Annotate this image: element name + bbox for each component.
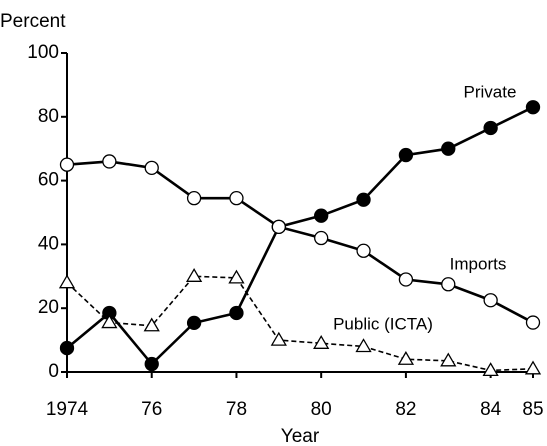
- series-label: Imports: [450, 254, 507, 273]
- y-tick-label: 80: [38, 106, 59, 127]
- point: [483, 293, 498, 308]
- point: [314, 230, 329, 246]
- x-tick-label: 80: [311, 399, 332, 420]
- point: [524, 360, 542, 375]
- series-line: [66, 275, 534, 372]
- y-tick-label: 100: [27, 42, 59, 63]
- point: [270, 331, 287, 346]
- y-tick-label: 40: [38, 233, 59, 254]
- point: [59, 340, 75, 356]
- series-label: Private: [464, 82, 517, 101]
- point: [314, 208, 329, 223]
- x-tick-label: 1974: [46, 399, 89, 420]
- point: [398, 147, 414, 163]
- point: [398, 272, 414, 287]
- y-tick-label: 20: [38, 297, 59, 318]
- point: [483, 120, 498, 136]
- point: [102, 154, 117, 169]
- series-label: Public (ICTA): [333, 314, 433, 333]
- point: [59, 157, 75, 172]
- point: [355, 338, 372, 353]
- point: [271, 219, 286, 235]
- point: [143, 317, 160, 332]
- x-tick-label: 85: [522, 399, 543, 420]
- point: [525, 100, 541, 115]
- x-axis-title: Year: [281, 426, 320, 446]
- point: [144, 160, 159, 175]
- point: [356, 192, 371, 207]
- y-tick-label: 60: [38, 170, 59, 191]
- series-line: [66, 160, 534, 324]
- point: [144, 356, 159, 372]
- x-tick-label: 76: [141, 399, 162, 420]
- y-tick-label: 0: [48, 361, 59, 382]
- point: [525, 315, 541, 330]
- point: [185, 268, 203, 282]
- x-tick-label: 84: [480, 399, 502, 420]
- point: [313, 334, 330, 349]
- point: [186, 190, 202, 206]
- point: [441, 141, 456, 156]
- point: [482, 362, 499, 377]
- y-axis-title: Percent: [0, 11, 66, 32]
- point: [58, 274, 76, 289]
- point: [228, 269, 245, 284]
- point: [356, 243, 371, 258]
- point: [397, 350, 415, 365]
- point: [229, 305, 244, 321]
- point: [101, 314, 118, 329]
- point: [441, 277, 456, 292]
- x-tick-label: 82: [395, 399, 416, 420]
- point: [229, 190, 244, 206]
- series-line: [66, 106, 534, 366]
- point: [186, 315, 202, 331]
- point: [440, 352, 457, 367]
- x-tick-label: 78: [226, 399, 247, 420]
